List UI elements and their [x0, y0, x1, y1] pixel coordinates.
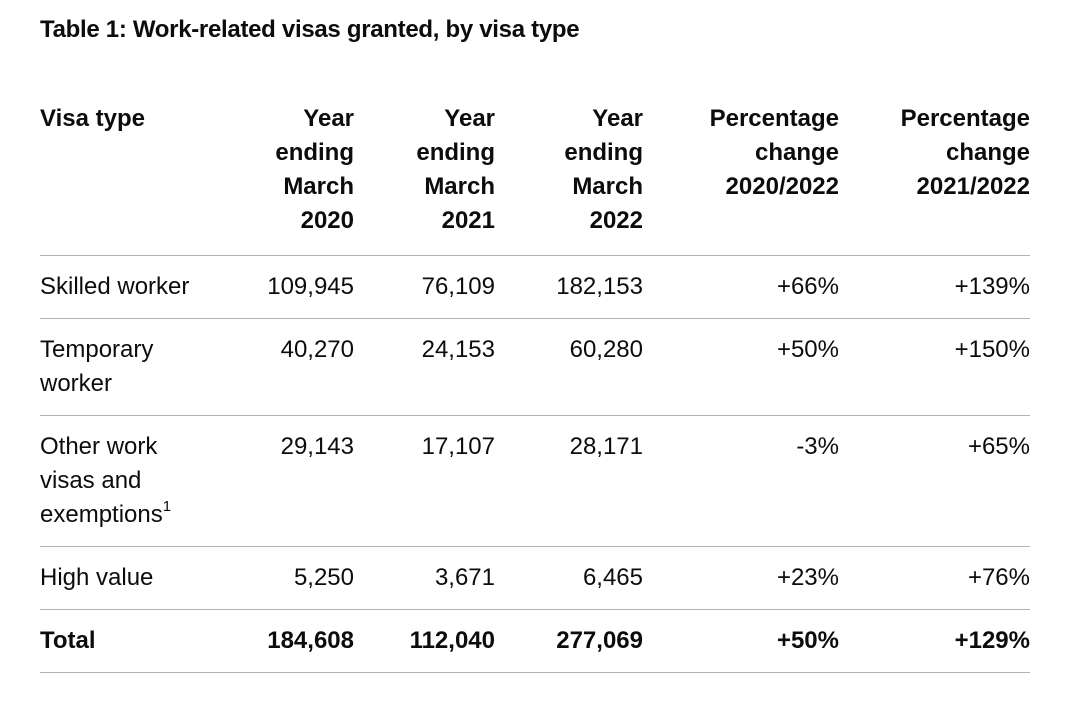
- header-line: March: [424, 173, 495, 200]
- header-pct-2020-2022: Percentage change 2020/2022: [643, 102, 839, 256]
- value-2020: 5,250: [250, 546, 354, 610]
- value-2022: 182,153: [495, 255, 643, 319]
- value-2021: 76,109: [354, 255, 495, 319]
- visa-type-line: exemptions: [40, 501, 163, 528]
- pct-2021-2022: +139%: [839, 255, 1030, 319]
- pct-2021-2022: +65%: [839, 415, 1030, 547]
- visa-type-cell: Other work visas and exemptions1: [40, 415, 250, 547]
- total-2021: 112,040: [354, 609, 495, 673]
- header-line: Percentage: [900, 105, 1030, 132]
- value-2021: 3,671: [354, 546, 495, 610]
- pct-2021-2022: +150%: [839, 318, 1030, 416]
- visas-table: Visa type Year ending March 2020 Year en…: [40, 102, 1030, 673]
- total-row: Total 184,608 112,040 277,069 +50% +129%: [40, 609, 1030, 673]
- header-line: 2021: [441, 207, 495, 234]
- total-2022: 277,069: [495, 609, 643, 673]
- table-row: Other work visas and exemptions1 29,143 …: [40, 415, 1030, 547]
- header-line: March: [572, 173, 643, 200]
- visa-type-line: High value: [40, 564, 154, 591]
- header-line: 2020: [300, 207, 354, 234]
- value-2021: 17,107: [354, 415, 495, 547]
- pct-2020-2022: +66%: [643, 255, 839, 319]
- footnote-marker: 1: [162, 498, 172, 515]
- total-pct-2021-2022: +129%: [839, 609, 1030, 673]
- header-line: ending: [564, 139, 643, 166]
- visa-type-line: Other work: [40, 433, 158, 460]
- pct-2020-2022: +50%: [643, 318, 839, 416]
- header-line: March: [283, 173, 354, 200]
- pct-2020-2022: -3%: [643, 415, 839, 547]
- header-pct-2021-2022: Percentage change 2021/2022: [839, 102, 1030, 256]
- value-2022: 28,171: [495, 415, 643, 547]
- visa-type-line: visas and: [40, 467, 142, 494]
- header-line: ending: [416, 139, 495, 166]
- value-2022: 60,280: [495, 318, 643, 416]
- value-2020: 109,945: [250, 255, 354, 319]
- visa-type-line: Skilled worker: [40, 273, 190, 300]
- visa-type-line: Temporary: [40, 336, 154, 363]
- visa-type-cell: Skilled worker: [40, 255, 250, 319]
- header-year-2022: Year ending March 2022: [495, 102, 643, 256]
- header-line: change: [945, 139, 1030, 166]
- header-line: 2021/2022: [916, 173, 1030, 200]
- header-year-2020: Year ending March 2020: [250, 102, 354, 256]
- header-visa-type-label: Visa type: [40, 105, 145, 132]
- pct-2020-2022: +23%: [643, 546, 839, 610]
- total-2020: 184,608: [250, 609, 354, 673]
- total-label: Total: [40, 609, 250, 673]
- header-line: 2020/2022: [725, 173, 839, 200]
- header-line: Percentage: [709, 105, 839, 132]
- header-line: 2022: [589, 207, 643, 234]
- header-visa-type: Visa type: [40, 102, 250, 256]
- header-line: Year: [444, 105, 495, 132]
- header-line: ending: [275, 139, 354, 166]
- value-2020: 40,270: [250, 318, 354, 416]
- total-pct-2020-2022: +50%: [643, 609, 839, 673]
- header-line: Year: [592, 105, 643, 132]
- table-row: High value 5,250 3,671 6,465 +23% +76%: [40, 546, 1030, 610]
- pct-2021-2022: +76%: [839, 546, 1030, 610]
- visa-type-line-with-footnote: exemptions1: [40, 498, 250, 532]
- visa-type-cell: High value: [40, 546, 250, 610]
- value-2020: 29,143: [250, 415, 354, 547]
- header-year-2021: Year ending March 2021: [354, 102, 495, 256]
- value-2022: 6,465: [495, 546, 643, 610]
- table-row: Temporary worker 40,270 24,153 60,280 +5…: [40, 318, 1030, 416]
- visa-type-line: worker: [40, 370, 113, 397]
- table-caption: Table 1: Work-related visas granted, by …: [40, 16, 580, 43]
- header-line: change: [754, 139, 839, 166]
- table-row: Skilled worker 109,945 76,109 182,153 +6…: [40, 255, 1030, 319]
- header-line: Year: [303, 105, 354, 132]
- value-2021: 24,153: [354, 318, 495, 416]
- header-row: Visa type Year ending March 2020 Year en…: [40, 102, 1030, 256]
- visa-type-cell: Temporary worker: [40, 318, 250, 416]
